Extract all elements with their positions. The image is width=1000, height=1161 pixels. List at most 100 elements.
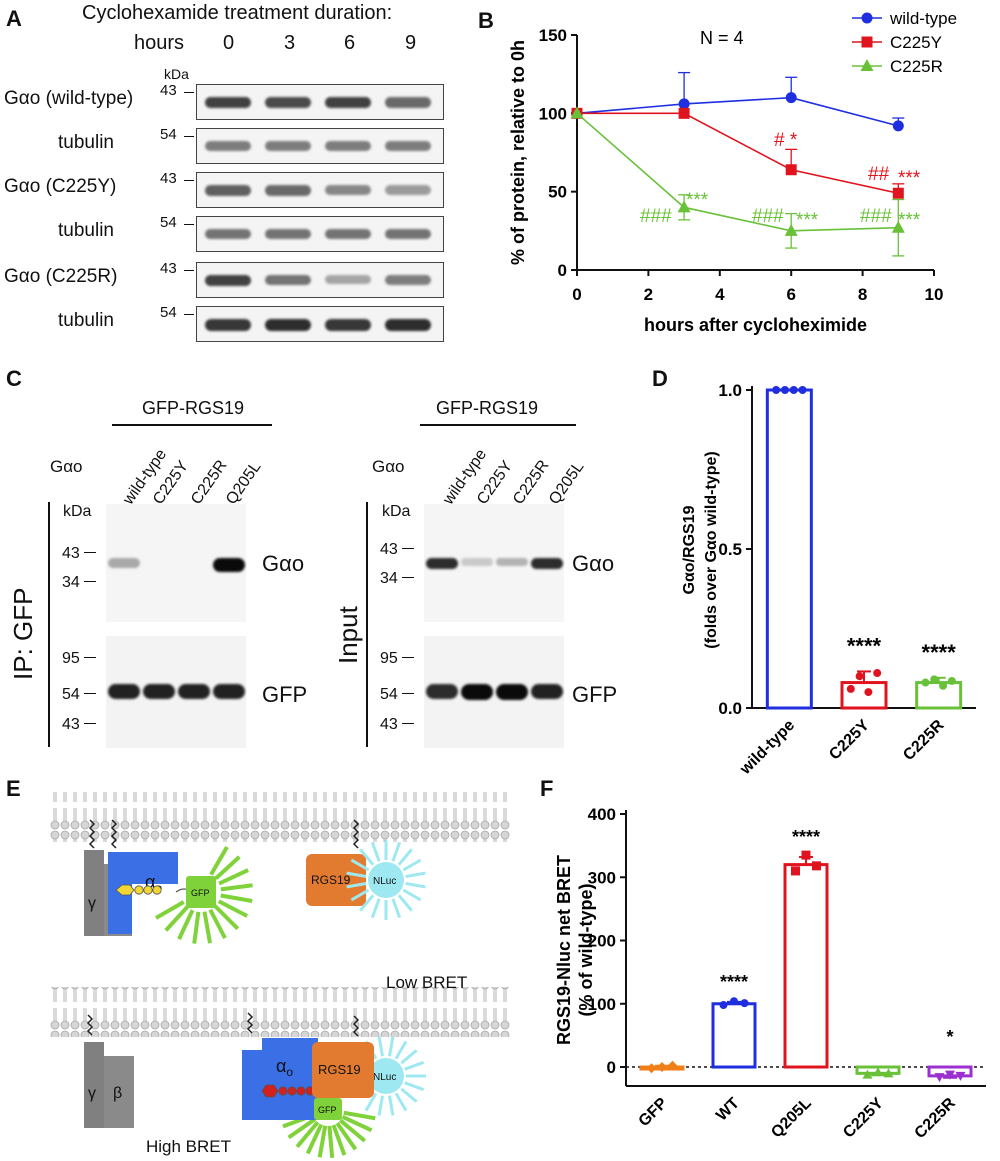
input-construct-bracket [420, 424, 576, 426]
input-band-galpha-label: Gαo [572, 551, 615, 576]
b-significance: ### [640, 206, 672, 227]
glow-ray [335, 1121, 358, 1151]
glow-ray [359, 848, 375, 866]
bar-y-tick-label: 200 [588, 932, 616, 951]
glow-ray [391, 898, 402, 919]
bar-point [873, 1067, 883, 1077]
coip-band [496, 684, 528, 700]
glow-ray [394, 1040, 408, 1060]
blot-band [265, 97, 311, 108]
blot-band [325, 275, 371, 284]
rgs19-top [306, 854, 366, 906]
nluc-label-top: NLuc [373, 876, 396, 887]
glow-ray [317, 1125, 328, 1158]
gfp-rays-top [154, 845, 253, 944]
marker-tick [84, 581, 96, 582]
b-x-tick-label: 2 [644, 285, 653, 304]
gfp-bottom [314, 1098, 342, 1120]
low-bret-label: Low BRET [386, 973, 467, 992]
b-point [892, 187, 904, 199]
blot-band [265, 275, 311, 285]
rgs19-bottom [312, 1042, 374, 1098]
b-point [861, 12, 873, 24]
glow-ray [404, 1081, 425, 1092]
blot-row-image [196, 128, 444, 164]
gamma-label-top: γ [88, 895, 96, 912]
bar-y-tick-label: 0 [607, 1058, 616, 1077]
bar-C225R [915, 681, 963, 710]
b-point [677, 200, 691, 213]
gamma-subunit-bottom [84, 1042, 104, 1128]
gfp-top [186, 876, 216, 908]
beta-subunit-bottom [104, 1056, 134, 1128]
bar-point [846, 684, 855, 693]
coip-band [108, 558, 140, 569]
glow-ray [370, 841, 381, 862]
bar-significance: **** [847, 633, 882, 658]
rgs19-label-bottom: RGS19 [318, 1062, 361, 1077]
bar-point [930, 675, 939, 684]
gfp-label-top: GFP [191, 888, 210, 898]
blot-band [325, 141, 371, 151]
bar-category-label: WT [713, 1095, 743, 1125]
timepoint-6: 6 [344, 32, 356, 54]
coip-band [178, 684, 210, 700]
bar-point [740, 999, 749, 1008]
bar-category-label: C225Y [840, 1095, 887, 1142]
glow-ray [402, 888, 422, 902]
ip-gfp-blot [106, 636, 246, 748]
blot-row-label: tubulin [58, 310, 114, 331]
timepoint-9: 9 [405, 32, 417, 54]
b-n-label: N = 4 [700, 28, 744, 48]
bar-point [862, 1069, 873, 1079]
f-y-axis-label-2: (% of wild-type) [576, 884, 596, 1017]
b-y-tick-label: 0 [558, 261, 567, 280]
blot-row-label: Gαo (C225R) [4, 266, 118, 287]
bar-significance: * [946, 1027, 953, 1047]
bar-category-label: Q205L [768, 1095, 815, 1142]
b-series-line [576, 112, 899, 232]
high-bret-label: High BRET [146, 1137, 231, 1156]
coip-band [531, 684, 563, 700]
b-x-tick-label: 10 [925, 285, 944, 304]
glow-ray [400, 1087, 418, 1103]
blot-band [205, 141, 251, 151]
blot-band [205, 319, 251, 331]
panel-f-bret-bar-chart: 0 100 200 300 400 GFP **** WT **** Q205L C225Y * C22… [554, 805, 986, 1142]
glow-ray [343, 1110, 376, 1121]
panel-label-f: F [540, 776, 554, 801]
bar-y-tick-label: 0.5 [718, 540, 742, 559]
bar-category-label: C225R [900, 716, 948, 764]
gamma-label-bottom: γ [88, 1085, 96, 1102]
blot-row-kda: 54 [160, 304, 177, 321]
glow-ray [397, 894, 413, 912]
glow-ray [350, 888, 370, 902]
blot-band [325, 229, 371, 239]
f-y-axis-label: RGS19-Nluc net BRET [554, 855, 574, 1045]
coip-band [108, 684, 140, 700]
glow-ray [209, 845, 229, 876]
blot-row-kda: 54 [160, 126, 177, 143]
panel-d-binding-bar-chart: 0.0 0.5 1.0 wild-type **** C225Y **** C225R Gαo/… [681, 381, 976, 779]
input-marker-54: 54 [380, 686, 398, 703]
input-kda-label: kDa [382, 503, 411, 520]
ip-band-galpha-label: Gαo [262, 551, 305, 576]
bar-point [657, 1062, 667, 1073]
glow-ray [387, 1036, 395, 1057]
b-x-tick-label: 4 [715, 285, 725, 304]
coip-band [461, 684, 493, 700]
ip-side-label: IP: GFP [8, 587, 38, 680]
b-point [785, 92, 797, 104]
blot-row-label: Gαo (C225Y) [4, 176, 117, 197]
d-y-axis-label: Gαo/RGS19 [681, 505, 698, 594]
blot-row-label: tubulin [58, 132, 114, 153]
b-series-line [576, 96, 899, 127]
blot-band [265, 319, 311, 331]
panel-a-title: Cyclohexamide treatment duration: [82, 2, 393, 24]
blot-band [325, 319, 371, 331]
bar-y-tick-label: 1.0 [718, 381, 742, 400]
blot-row-image [196, 262, 444, 298]
bar-significance: **** [792, 827, 820, 847]
ip-galpha-label: Gαo [50, 457, 83, 476]
glow-ray [177, 909, 195, 940]
